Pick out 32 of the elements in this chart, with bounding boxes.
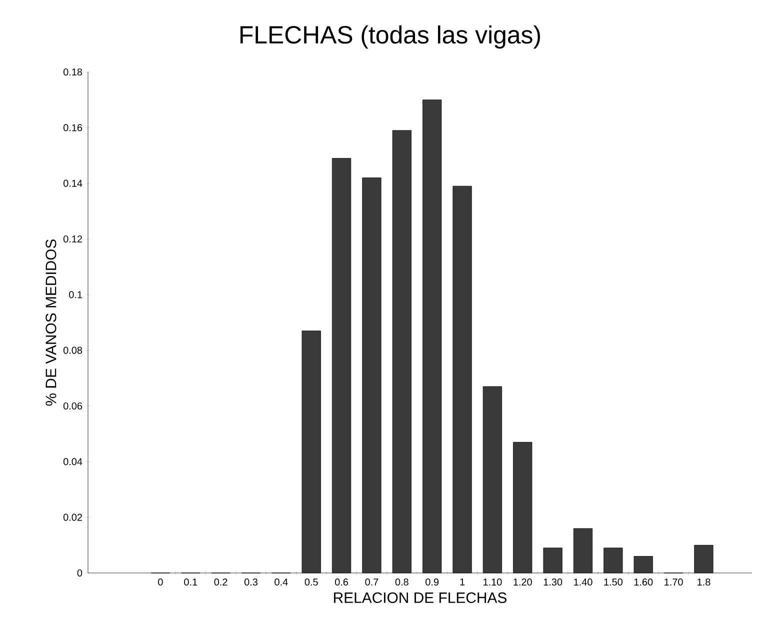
y-tick-label: 0.18 (63, 68, 82, 76)
x-tick-label: 1.10 (484, 578, 502, 586)
x-tick-label: 0.2 (214, 578, 228, 586)
x-tick-label: 1.40 (574, 578, 592, 586)
x-tick-label: 1.8 (698, 578, 710, 586)
y-tick-label: 0.14 (63, 180, 82, 187)
x-tick-label: 1.60 (634, 578, 653, 586)
x-tick-label: 0.4 (274, 578, 288, 586)
y-tick-label: 0.06 (63, 402, 82, 410)
x-tick-label: 0.7 (365, 578, 378, 586)
x-tick-label: 0.6 (335, 578, 348, 586)
y-tick-label: 0 (77, 569, 82, 577)
x-tick-label: 0.8 (395, 578, 408, 586)
x-tick-label: 0.1 (184, 578, 198, 586)
y-axis-title: % DE VANOS MEDIDOS (46, 239, 56, 406)
y-tick-label: 0.04 (63, 458, 82, 466)
chart-title: FLECHAS (todas las vigas) (240, 25, 540, 49)
x-tick-label: 0.3 (244, 578, 258, 586)
x-tick-label: 1.70 (664, 578, 683, 586)
y-tick-label: 0.1 (69, 291, 82, 298)
y-tick-label: 0.02 (63, 514, 82, 521)
x-tick-label: 1.20 (514, 578, 532, 586)
y-tick-label: 0.08 (63, 346, 82, 354)
x-axis-title: RELACION DE FLECHAS (334, 592, 506, 603)
x-tick-label: 0 (158, 578, 163, 586)
x-tick-label: 1.30 (544, 578, 562, 586)
x-tick-label: 0.9 (426, 578, 439, 586)
y-tick-label: 0.16 (63, 124, 82, 132)
x-tick-label: 0.5 (304, 578, 318, 586)
x-tick-label: 1.50 (604, 578, 622, 586)
x-tick-label: 1 (460, 578, 465, 586)
y-tick-label: 0.12 (63, 235, 82, 243)
